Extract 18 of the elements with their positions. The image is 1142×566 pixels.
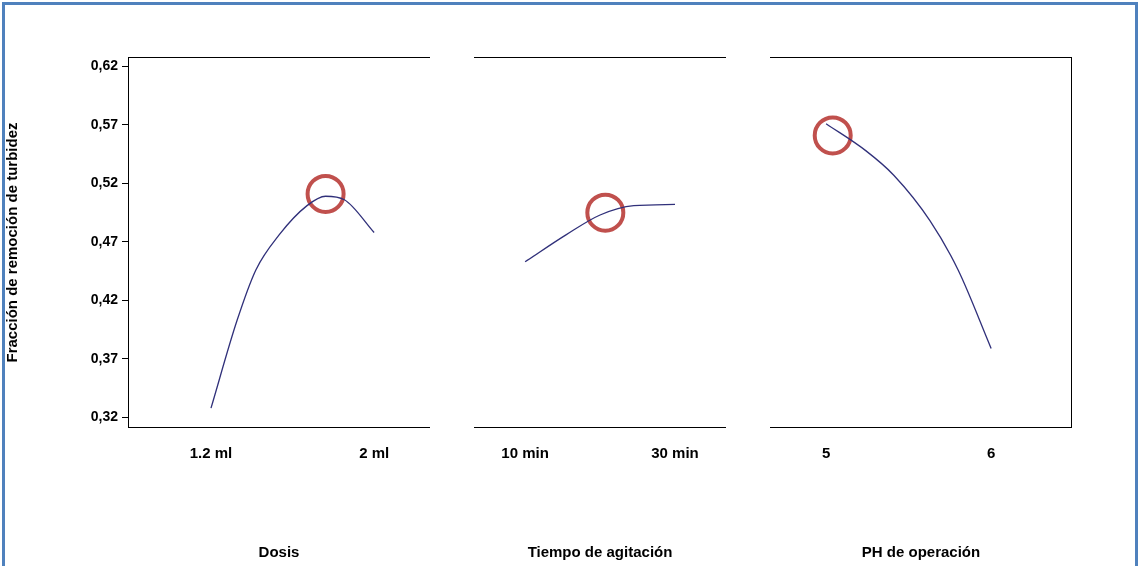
x-tick-label: 2 ml bbox=[359, 444, 390, 462]
x-tick-label: 10 min bbox=[501, 444, 549, 462]
y-tick-label: 0,42 bbox=[90, 291, 119, 308]
y-tick-label: 0,57 bbox=[90, 115, 119, 132]
y-tick-label: 0,37 bbox=[90, 349, 119, 366]
x-tick-label: 30 min bbox=[651, 444, 699, 462]
y-tick-label: 0,62 bbox=[90, 57, 119, 74]
x-tick-label: 1.2 ml bbox=[189, 444, 233, 462]
x-axis-title: PH de operación bbox=[861, 543, 981, 561]
x-tick-label: 5 bbox=[821, 444, 831, 462]
line-series bbox=[210, 195, 375, 409]
x-tick-label: 6 bbox=[986, 444, 996, 462]
y-tick-label: 0,52 bbox=[90, 174, 119, 191]
x-axis-title: Dosis bbox=[258, 543, 300, 561]
x-axis-title: Tiempo de agitación bbox=[527, 543, 673, 561]
y-axis-title: Fracción de remoción de turbidez bbox=[3, 122, 21, 363]
y-tick-label: 0,32 bbox=[90, 408, 119, 425]
y-tick-label: 0,47 bbox=[90, 232, 119, 249]
